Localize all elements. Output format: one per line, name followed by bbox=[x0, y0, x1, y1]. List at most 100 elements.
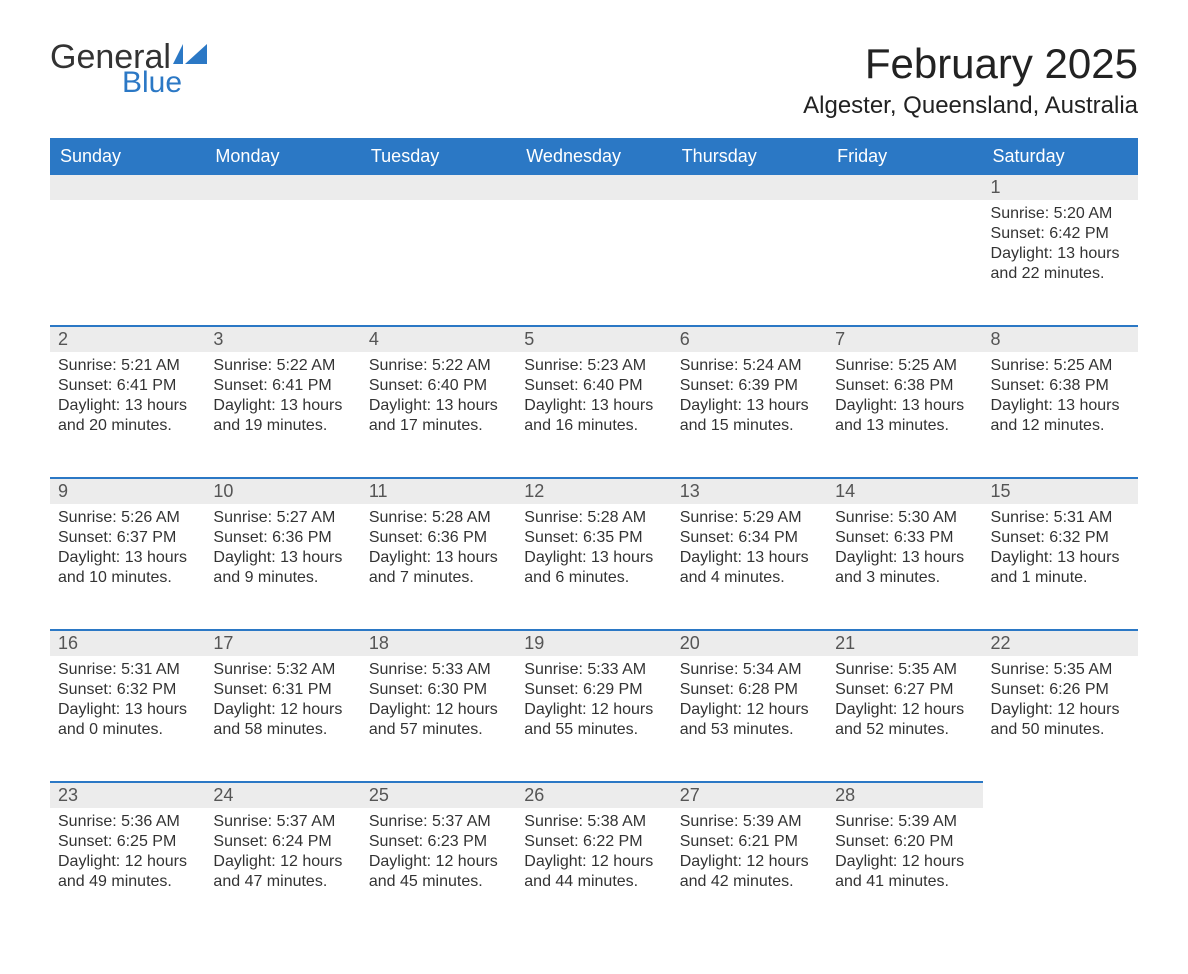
day-content-cell: Sunrise: 5:35 AMSunset: 6:26 PMDaylight:… bbox=[983, 656, 1138, 782]
day-number: 20 bbox=[680, 633, 700, 653]
day-content-cell bbox=[50, 200, 205, 326]
day-content-cell bbox=[205, 200, 360, 326]
sunset-text: Sunset: 6:41 PM bbox=[58, 376, 197, 396]
sunrise-text: Sunrise: 5:37 AM bbox=[213, 812, 352, 832]
day-content-cell bbox=[361, 200, 516, 326]
day-content-cell: Sunrise: 5:25 AMSunset: 6:38 PMDaylight:… bbox=[827, 352, 982, 478]
sunset-text: Sunset: 6:38 PM bbox=[991, 376, 1130, 396]
day-number: 27 bbox=[680, 785, 700, 805]
day-number-cell: 11 bbox=[361, 478, 516, 504]
daylight-text: Daylight: 13 hours and 6 minutes. bbox=[524, 548, 663, 588]
day-number-cell bbox=[50, 174, 205, 200]
day-content-cell: Sunrise: 5:28 AMSunset: 6:36 PMDaylight:… bbox=[361, 504, 516, 630]
sunset-text: Sunset: 6:39 PM bbox=[680, 376, 819, 396]
daylight-text: Daylight: 12 hours and 42 minutes. bbox=[680, 852, 819, 892]
logo-word-blue: Blue bbox=[122, 68, 207, 98]
day-content-cell: Sunrise: 5:33 AMSunset: 6:30 PMDaylight:… bbox=[361, 656, 516, 782]
sunrise-text: Sunrise: 5:37 AM bbox=[369, 812, 508, 832]
day-number: 28 bbox=[835, 785, 855, 805]
week-daynum-row: 2345678 bbox=[50, 326, 1138, 352]
day-content-cell: Sunrise: 5:31 AMSunset: 6:32 PMDaylight:… bbox=[983, 504, 1138, 630]
col-header: Wednesday bbox=[516, 139, 671, 174]
week-content-row: Sunrise: 5:36 AMSunset: 6:25 PMDaylight:… bbox=[50, 808, 1138, 934]
sunrise-text: Sunrise: 5:33 AM bbox=[524, 660, 663, 680]
day-number: 19 bbox=[524, 633, 544, 653]
sunset-text: Sunset: 6:38 PM bbox=[835, 376, 974, 396]
daylight-text: Daylight: 13 hours and 7 minutes. bbox=[369, 548, 508, 588]
day-number: 15 bbox=[991, 481, 1011, 501]
day-number-cell: 18 bbox=[361, 630, 516, 656]
day-content-cell: Sunrise: 5:27 AMSunset: 6:36 PMDaylight:… bbox=[205, 504, 360, 630]
sunrise-text: Sunrise: 5:31 AM bbox=[991, 508, 1130, 528]
sunrise-text: Sunrise: 5:34 AM bbox=[680, 660, 819, 680]
daylight-text: Daylight: 12 hours and 52 minutes. bbox=[835, 700, 974, 740]
daylight-text: Daylight: 12 hours and 49 minutes. bbox=[58, 852, 197, 892]
day-content-cell: Sunrise: 5:39 AMSunset: 6:21 PMDaylight:… bbox=[672, 808, 827, 934]
daylight-text: Daylight: 13 hours and 10 minutes. bbox=[58, 548, 197, 588]
week-daynum-row: 16171819202122 bbox=[50, 630, 1138, 656]
logo: General Blue bbox=[50, 40, 207, 98]
sunset-text: Sunset: 6:32 PM bbox=[58, 680, 197, 700]
sunrise-text: Sunrise: 5:39 AM bbox=[835, 812, 974, 832]
week-content-row: Sunrise: 5:26 AMSunset: 6:37 PMDaylight:… bbox=[50, 504, 1138, 630]
sunset-text: Sunset: 6:31 PM bbox=[213, 680, 352, 700]
day-content-cell bbox=[672, 200, 827, 326]
sunset-text: Sunset: 6:22 PM bbox=[524, 832, 663, 852]
daylight-text: Daylight: 12 hours and 53 minutes. bbox=[680, 700, 819, 740]
day-content-cell: Sunrise: 5:38 AMSunset: 6:22 PMDaylight:… bbox=[516, 808, 671, 934]
daylight-text: Daylight: 12 hours and 57 minutes. bbox=[369, 700, 508, 740]
day-number-cell: 7 bbox=[827, 326, 982, 352]
day-number: 4 bbox=[369, 329, 379, 349]
sunset-text: Sunset: 6:40 PM bbox=[524, 376, 663, 396]
day-number: 6 bbox=[680, 329, 690, 349]
day-number-cell bbox=[361, 174, 516, 200]
week-content-row: Sunrise: 5:20 AMSunset: 6:42 PMDaylight:… bbox=[50, 200, 1138, 326]
daylight-text: Daylight: 13 hours and 17 minutes. bbox=[369, 396, 508, 436]
day-number-cell: 21 bbox=[827, 630, 982, 656]
sunrise-text: Sunrise: 5:39 AM bbox=[680, 812, 819, 832]
month-title: February 2025 bbox=[803, 40, 1138, 88]
sunrise-text: Sunrise: 5:30 AM bbox=[835, 508, 974, 528]
sunrise-text: Sunrise: 5:20 AM bbox=[991, 204, 1130, 224]
daylight-text: Daylight: 13 hours and 1 minute. bbox=[991, 548, 1130, 588]
col-header: Friday bbox=[827, 139, 982, 174]
daylight-text: Daylight: 12 hours and 44 minutes. bbox=[524, 852, 663, 892]
day-number: 1 bbox=[991, 177, 1001, 197]
sunrise-text: Sunrise: 5:31 AM bbox=[58, 660, 197, 680]
sunset-text: Sunset: 6:40 PM bbox=[369, 376, 508, 396]
day-number-cell: 25 bbox=[361, 782, 516, 808]
daylight-text: Daylight: 12 hours and 47 minutes. bbox=[213, 852, 352, 892]
sunset-text: Sunset: 6:34 PM bbox=[680, 528, 819, 548]
sunrise-text: Sunrise: 5:22 AM bbox=[213, 356, 352, 376]
sunset-text: Sunset: 6:35 PM bbox=[524, 528, 663, 548]
day-content-cell: Sunrise: 5:39 AMSunset: 6:20 PMDaylight:… bbox=[827, 808, 982, 934]
day-number-cell: 13 bbox=[672, 478, 827, 504]
day-number-cell: 2 bbox=[50, 326, 205, 352]
sunrise-text: Sunrise: 5:25 AM bbox=[991, 356, 1130, 376]
day-number-cell: 24 bbox=[205, 782, 360, 808]
week-content-row: Sunrise: 5:31 AMSunset: 6:32 PM Daylight:… bbox=[50, 656, 1138, 782]
daylight-text: Daylight: 12 hours and 45 minutes. bbox=[369, 852, 508, 892]
day-number: 7 bbox=[835, 329, 845, 349]
day-content-cell: Sunrise: 5:35 AMSunset: 6:27 PMDaylight:… bbox=[827, 656, 982, 782]
sunrise-text: Sunrise: 5:38 AM bbox=[524, 812, 663, 832]
sunset-text: Sunset: 6:27 PM bbox=[835, 680, 974, 700]
sunset-text: Sunset: 6:26 PM bbox=[991, 680, 1130, 700]
day-content-cell: Sunrise: 5:24 AMSunset: 6:39 PMDaylight:… bbox=[672, 352, 827, 478]
daylight-text: Daylight: 12 hours and 58 minutes. bbox=[213, 700, 352, 740]
day-number: 24 bbox=[213, 785, 233, 805]
day-content-cell bbox=[983, 808, 1138, 934]
col-header: Tuesday bbox=[361, 139, 516, 174]
day-number: 8 bbox=[991, 329, 1001, 349]
sunset-text: Sunset: 6:42 PM bbox=[991, 224, 1130, 244]
week-daynum-row: 9101112131415 bbox=[50, 478, 1138, 504]
sunset-text: Sunset: 6:33 PM bbox=[835, 528, 974, 548]
day-number-cell: 23 bbox=[50, 782, 205, 808]
day-number: 16 bbox=[58, 633, 78, 653]
daylight-text: Daylight: 12 hours and 41 minutes. bbox=[835, 852, 974, 892]
daylight-text: Daylight: 13 hours and 4 minutes. bbox=[680, 548, 819, 588]
day-content-cell: Sunrise: 5:21 AMSunset: 6:41 PMDaylight:… bbox=[50, 352, 205, 478]
day-content-cell: Sunrise: 5:37 AMSunset: 6:24 PMDaylight:… bbox=[205, 808, 360, 934]
sunset-text: Sunset: 6:21 PM bbox=[680, 832, 819, 852]
sunrise-text: Sunrise: 5:36 AM bbox=[58, 812, 197, 832]
